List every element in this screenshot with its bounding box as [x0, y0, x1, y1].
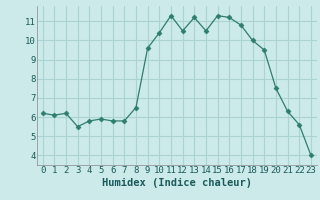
X-axis label: Humidex (Indice chaleur): Humidex (Indice chaleur) [102, 178, 252, 188]
